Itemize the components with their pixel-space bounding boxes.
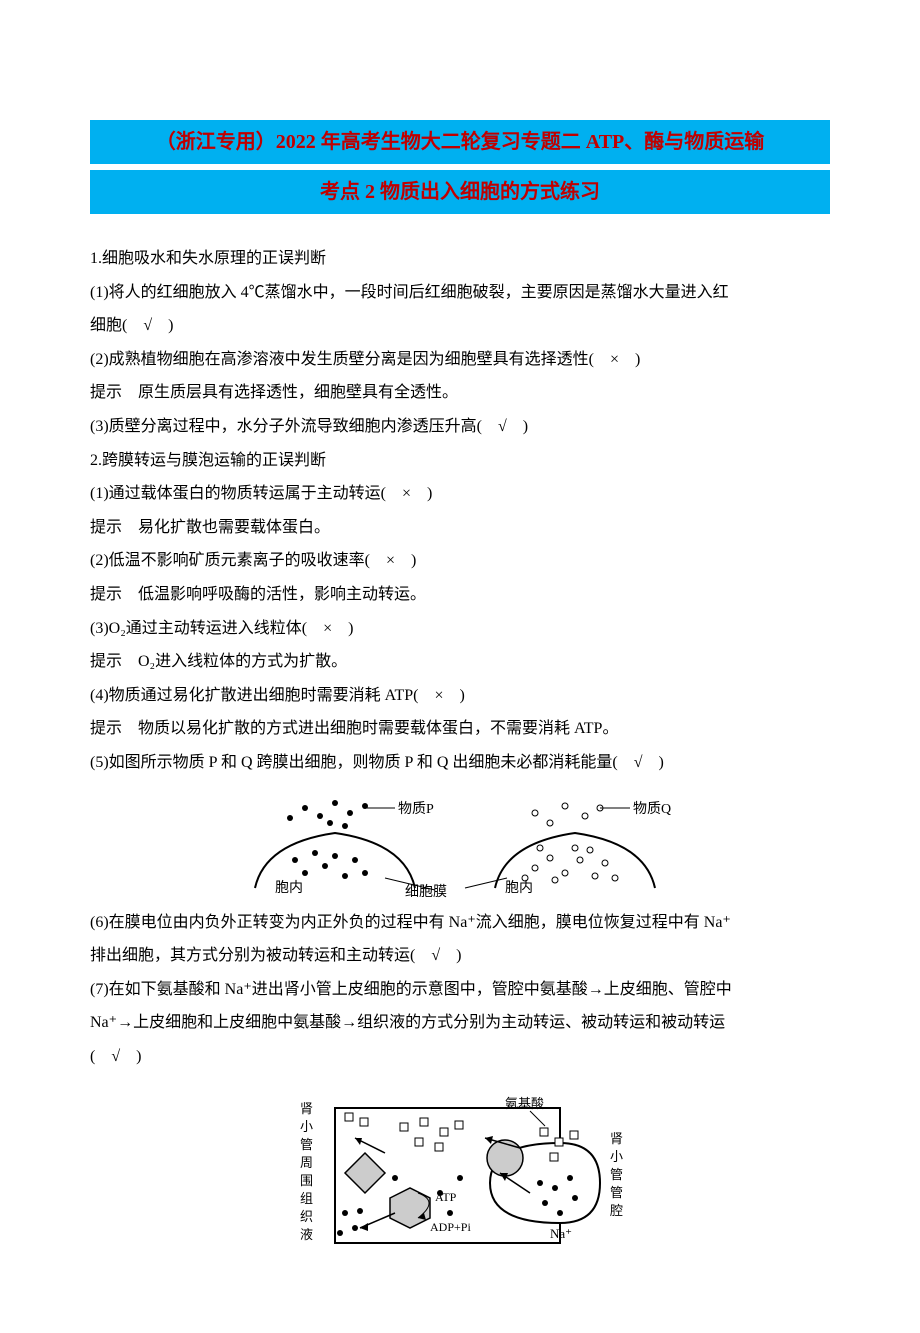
label-right-1: 肾	[610, 1131, 623, 1146]
figure-2: 肾 小 管 周 围 组 织 液 肾 小 管 管 腔	[90, 1083, 830, 1263]
label-atp: ATP	[435, 1190, 457, 1204]
label-amino-acid: 氨基酸	[505, 1096, 544, 1111]
label-p: 物质P	[398, 801, 434, 817]
q1-1-a: (1)将人的红细胞放入 4℃蒸馏水中，一段时间后红细胞破裂，主要原因是蒸馏水大量…	[90, 276, 830, 310]
figure-1: 物质P 胞内 细胞膜 物质Q 胞内	[90, 788, 830, 898]
label-cell-left: 胞内	[275, 880, 303, 896]
q2-3-hint: 提示 O₂进入线粒体的方式为扩散。	[90, 645, 830, 679]
q2-7-c: ( √ )	[90, 1040, 830, 1074]
q2-6-b: 排出细胞，其方式分别为被动转运和主动转运( √ )	[90, 939, 830, 973]
q2-2: (2)低温不影响矿质元素离子的吸收速率( × )	[90, 544, 830, 578]
label-adp: ADP+Pi	[430, 1220, 471, 1234]
label-left-3: 管	[300, 1137, 313, 1152]
label-right-5: 腔	[610, 1203, 623, 1218]
q2-7-a: (7)在如下氨基酸和 Na⁺进出肾小管上皮细胞的示意图中，管腔中氨基酸→上皮细胞…	[90, 973, 830, 1007]
label-cell-right: 胞内	[505, 880, 533, 896]
q2-5: (5)如图所示物质 P 和 Q 跨膜出细胞，则物质 P 和 Q 出细胞未必都消耗…	[90, 746, 830, 780]
q2-4-hint: 提示 物质以易化扩散的方式进出细胞时需要载体蛋白，不需要消耗 ATP。	[90, 712, 830, 746]
q2-7-b: Na⁺→上皮细胞和上皮细胞中氨基酸→组织液的方式分别为主动转运、被动转运和被动转…	[90, 1006, 830, 1040]
kidney-tubule-diagram-icon: 肾 小 管 周 围 组 织 液 肾 小 管 管 腔	[290, 1083, 630, 1263]
q2-4: (4)物质通过易化扩散进出细胞时需要消耗 ATP( × )	[90, 679, 830, 713]
label-q: 物质Q	[633, 801, 671, 817]
label-left-2: 小	[300, 1119, 313, 1134]
label-left-4: 周	[300, 1155, 313, 1170]
label-left-7: 织	[300, 1209, 313, 1224]
label-left-5: 围	[300, 1173, 313, 1188]
q1-2: (2)成熟植物细胞在高渗溶液中发生质壁分离是因为细胞壁具有选择透性( × )	[90, 343, 830, 377]
membrane-diagram-icon: 物质P 胞内 细胞膜 物质Q 胞内	[235, 788, 685, 898]
label-left-8: 液	[300, 1227, 313, 1242]
q2-3: (3)O₂通过主动转运进入线粒体( × )	[90, 612, 830, 646]
title-line1: （浙江专用）2022 年高考生物大二轮复习专题二 ATP、酶与物质运输	[90, 120, 830, 164]
q1-1-b: 细胞( √ )	[90, 309, 830, 343]
label-right-3: 管	[610, 1167, 623, 1182]
q1-2-hint: 提示 原生质层具有选择透性，细胞壁具有全透性。	[90, 376, 830, 410]
q2-1: (1)通过载体蛋白的物质转运属于主动转运( × )	[90, 477, 830, 511]
q2-6-a: (6)在膜电位由内负外正转变为内正外负的过程中有 Na⁺流入细胞，膜电位恢复过程…	[90, 906, 830, 940]
section-1-heading: 1.细胞吸水和失水原理的正误判断	[90, 242, 830, 276]
label-right-4: 管	[610, 1185, 623, 1200]
label-na: Na⁺	[550, 1226, 572, 1241]
section-2-heading: 2.跨膜转运与膜泡运输的正误判断	[90, 444, 830, 478]
label-left-1: 肾	[300, 1101, 313, 1116]
q1-3: (3)质壁分离过程中，水分子外流导致细胞内渗透压升高( √ )	[90, 410, 830, 444]
label-right-2: 小	[610, 1149, 623, 1164]
label-left-6: 组	[300, 1191, 313, 1206]
q2-2-hint: 提示 低温影响呼吸酶的活性，影响主动转运。	[90, 578, 830, 612]
q2-1-hint: 提示 易化扩散也需要载体蛋白。	[90, 511, 830, 545]
label-membrane: 细胞膜	[405, 884, 447, 898]
title-line2: 考点 2 物质出入细胞的方式练习	[90, 170, 830, 214]
title-block: （浙江专用）2022 年高考生物大二轮复习专题二 ATP、酶与物质运输 考点 2…	[90, 120, 830, 214]
